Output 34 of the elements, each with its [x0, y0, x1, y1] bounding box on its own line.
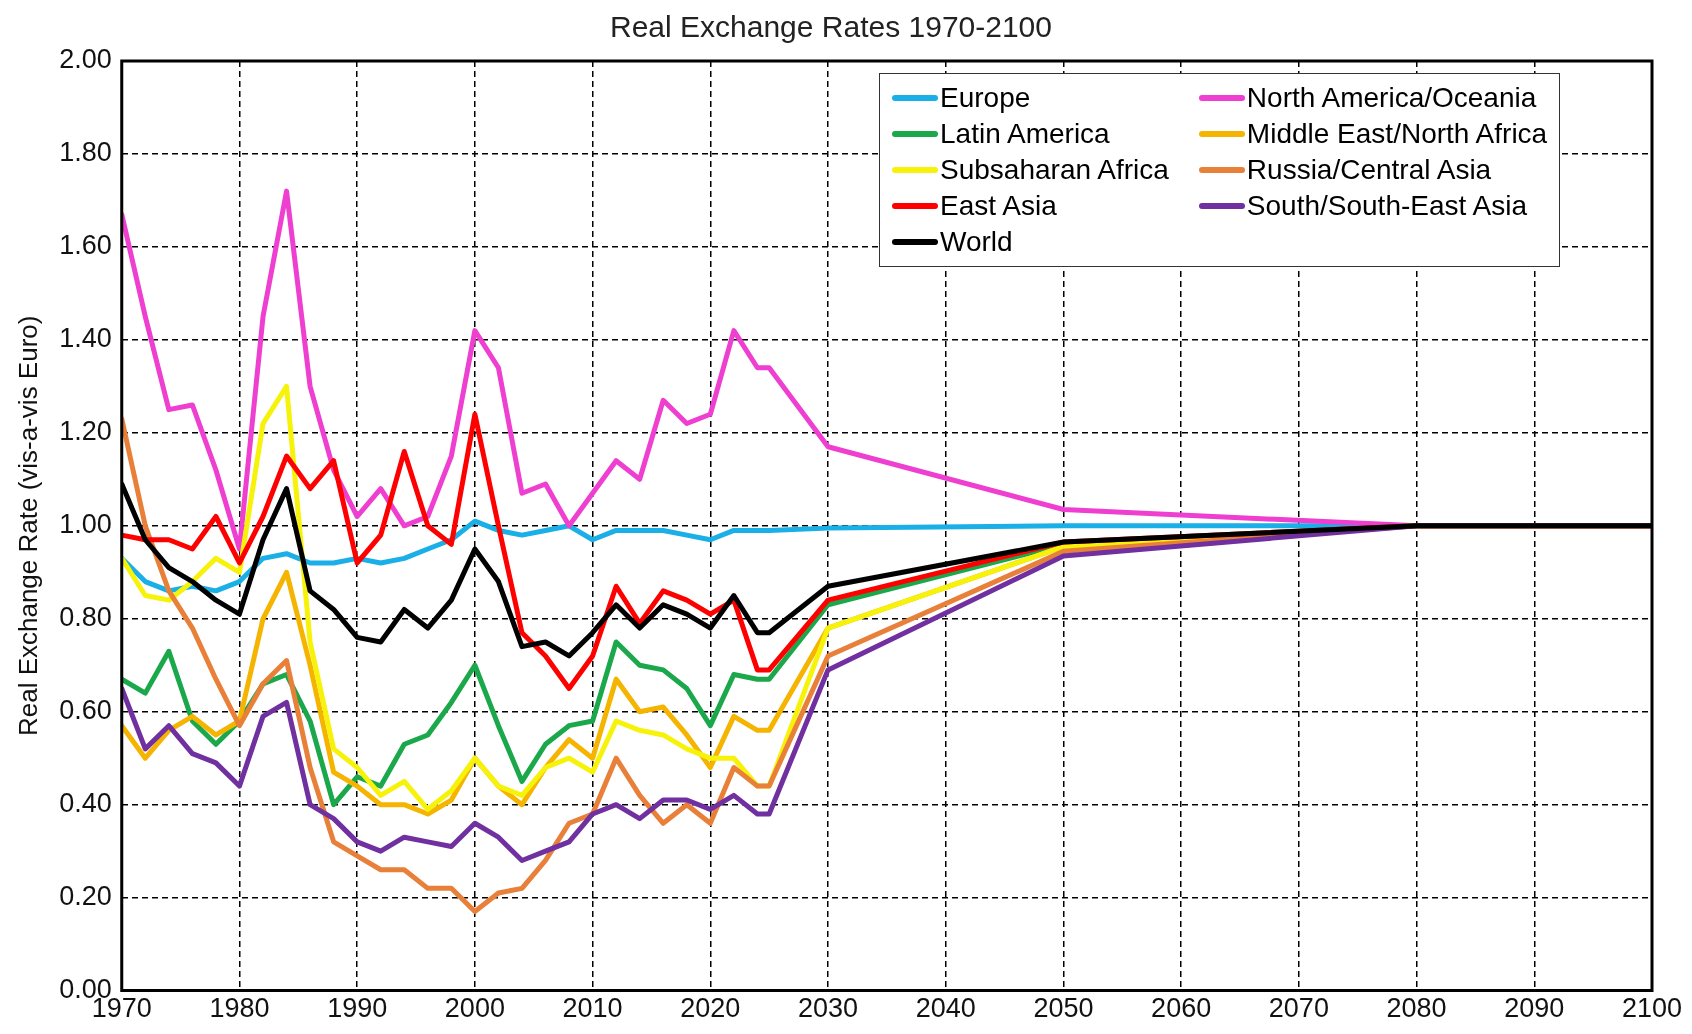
- y-tick-label: 1.80: [59, 137, 112, 168]
- legend-label: North America/Oceania: [1246, 82, 1537, 114]
- y-tick-label: 2.00: [59, 44, 112, 75]
- legend-label: Middle East/North Africa: [1246, 118, 1548, 150]
- legend-label: Subsaharan Africa: [940, 154, 1169, 186]
- x-tick-label: 2090: [1504, 993, 1565, 1024]
- y-tick-label: 0.80: [59, 602, 112, 633]
- x-tick-label: 1980: [209, 993, 270, 1024]
- y-tick-label: 1.20: [59, 416, 112, 447]
- legend-label: Russia/Central Asia: [1246, 154, 1492, 186]
- x-tick-label: 2070: [1268, 993, 1329, 1024]
- legend-label: Europe: [940, 82, 1031, 114]
- y-tick-label: 0.20: [59, 881, 112, 912]
- y-tick-label: 1.00: [59, 509, 112, 540]
- y-axis-title: Real Exchange Rate (vis-a-vis Euro): [12, 315, 43, 737]
- y-tick-label: 1.40: [59, 323, 112, 354]
- x-tick-label: 2100: [1621, 993, 1683, 1024]
- legend-label: Latin America: [940, 118, 1110, 150]
- x-tick-label: 2020: [680, 993, 741, 1024]
- x-tick-label: 2050: [1033, 993, 1094, 1024]
- y-tick-label: 1.60: [59, 230, 112, 261]
- legend-label: World: [940, 226, 1013, 258]
- legend-label: East Asia: [940, 190, 1057, 222]
- x-tick-label: 2000: [444, 993, 505, 1024]
- x-tick-label: 2060: [1151, 993, 1212, 1024]
- x-tick-label: 2040: [915, 993, 976, 1024]
- chart-title: Real Exchange Rates 1970-2100: [610, 10, 1052, 44]
- y-tick-label: 0.60: [59, 695, 112, 726]
- legend-label: South/South-East Asia: [1246, 190, 1528, 222]
- x-tick-label: 2030: [797, 993, 859, 1024]
- x-tick-label: 1990: [327, 993, 388, 1024]
- x-tick-label: 2010: [562, 993, 623, 1024]
- x-tick-label: 2080: [1386, 993, 1447, 1024]
- y-tick-label: 0.40: [59, 788, 112, 819]
